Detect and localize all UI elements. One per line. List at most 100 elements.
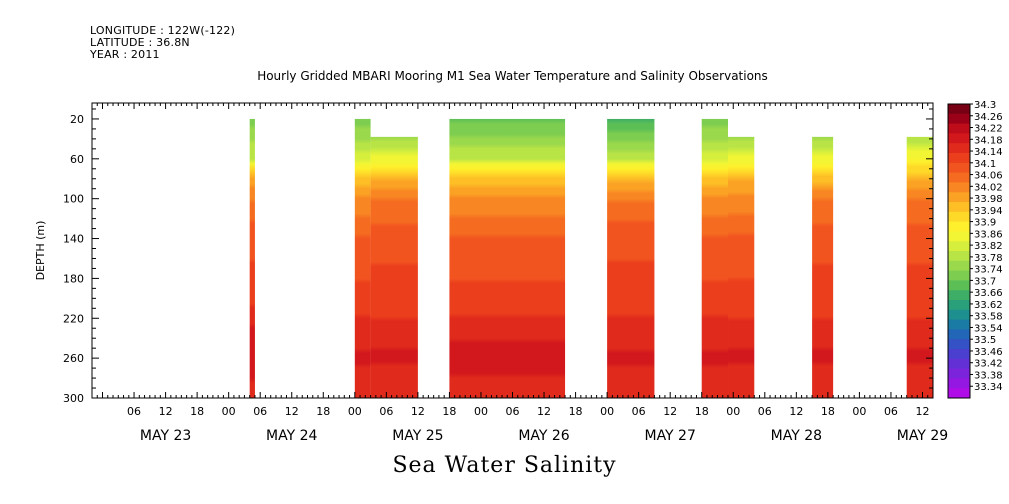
colorbar-label: 33.42 [974,359,1003,370]
y-tick-label: 140 [63,233,84,246]
x-tick-label: 18 [190,405,204,418]
colorbar-swatch [948,133,970,144]
data-block [728,136,755,398]
colorbar-label: 33.7 [974,276,996,287]
x-tick-label: 18 [442,405,456,418]
data-block [249,118,255,398]
colorbar-swatch [948,162,970,174]
colorbar-swatch [948,153,970,164]
data-block [354,118,371,398]
colorbar-swatch [948,349,970,360]
colorbar-label: 34.06 [974,171,1003,182]
x-tick-label: 06 [758,405,772,418]
day-label: MAY 27 [644,428,695,444]
colorbar-swatch [948,182,970,193]
colorbar-label: 34.3 [974,100,996,111]
x-tick-label: 06 [632,405,646,418]
colorbar-label: 33.86 [974,229,1003,240]
colorbar-label: 33.58 [974,312,1003,323]
colorbar-swatch [948,329,970,340]
colorbar-label: 33.9 [974,218,996,229]
colorbar-swatch [948,143,970,154]
x-tick-label: 18 [316,405,330,418]
colorbar-swatch [948,378,970,389]
data-block [449,118,566,398]
day-label: MAY 28 [771,428,822,444]
y-tick-label: 100 [63,193,84,206]
colorbar-label: 33.82 [974,241,1003,252]
colorbar-label: 34.14 [974,147,1003,158]
day-label: MAY 26 [518,428,569,444]
day-label: MAY 24 [266,428,317,444]
day-label: MAY 25 [392,428,443,444]
x-tick-label: 12 [663,405,677,418]
colorbar-label: 34.02 [974,182,1003,193]
colorbar-swatch [948,241,970,252]
colorbar-swatch [948,358,970,370]
x-tick-label: 12 [285,405,299,418]
colorbar-swatch [948,211,970,223]
x-tick-label: 00 [852,405,866,418]
x-tick-label: 18 [569,405,583,418]
colorbar-label: 33.34 [974,382,1003,393]
colorbar-swatch [948,113,970,125]
x-tick-label: 06 [379,405,393,418]
colorbar-swatch [948,251,970,262]
colorbar-swatch [948,300,970,311]
x-tick-label: 18 [821,405,835,418]
colorbar-swatch [948,290,970,301]
colorbar-swatch [948,339,970,350]
longitude-label: LONGITUDE : 122W(-122) [90,24,236,37]
x-tick-label: 12 [537,405,551,418]
colorbar-label: 33.74 [974,265,1003,276]
data-block [370,136,418,398]
y-tick-label: 180 [63,272,84,285]
chart-title: Hourly Gridded MBARI Mooring M1 Sea Wate… [257,69,768,83]
colorbar-swatch [948,192,970,203]
colorbar-label: 33.78 [974,253,1003,264]
colorbar-swatch [948,104,970,115]
colorbar-frame [947,103,971,399]
colorbar-swatch [948,388,970,399]
y-tick-label: 60 [70,153,84,166]
y-tick-label: 300 [63,392,84,405]
x-tick-label: 00 [600,405,614,418]
day-label: MAY 23 [140,428,191,444]
colorbar-label: 33.66 [974,288,1003,299]
x-tick-label: 00 [222,405,236,418]
colorbar-swatch [948,202,970,213]
colorbar-swatch [948,260,970,272]
variable-title: Sea Water Salinity [392,453,617,478]
data-block [607,118,655,398]
colorbar-label: 33.38 [974,370,1003,381]
data-block [701,118,729,398]
y-tick-label: 260 [63,352,84,365]
x-tick-label: 00 [726,405,740,418]
colorbar-label: 33.54 [974,323,1003,334]
x-tick-label: 06 [884,405,898,418]
colorbar-label: 34.22 [974,124,1003,135]
x-tick-label: 00 [348,405,362,418]
x-tick-label: 12 [789,405,803,418]
data-block [906,136,933,398]
colorbar-swatch [948,319,970,330]
colorbar-label: 34.18 [974,135,1003,146]
colorbar-label: 34.26 [974,112,1003,123]
colorbar-label: 33.62 [974,300,1003,311]
x-tick-label: 06 [506,405,520,418]
colorbar-swatch [948,309,970,321]
colorbar-swatch [948,172,970,183]
y-axis-label: DEPTH (m) [34,221,47,281]
day-label: MAY 29 [897,428,948,444]
y-tick-label: 220 [63,312,84,325]
colorbar-label: 33.46 [974,347,1003,358]
colorbar-label: 33.94 [974,206,1003,217]
colorbar-swatch [948,280,970,291]
x-tick-label: 00 [474,405,488,418]
colorbar-swatch [948,221,970,232]
latitude-label: LATITUDE : 36.8N [90,36,190,49]
y-tick-label: 20 [70,113,84,126]
x-tick-label: 12 [411,405,425,418]
colorbar-label: 33.5 [974,335,996,346]
